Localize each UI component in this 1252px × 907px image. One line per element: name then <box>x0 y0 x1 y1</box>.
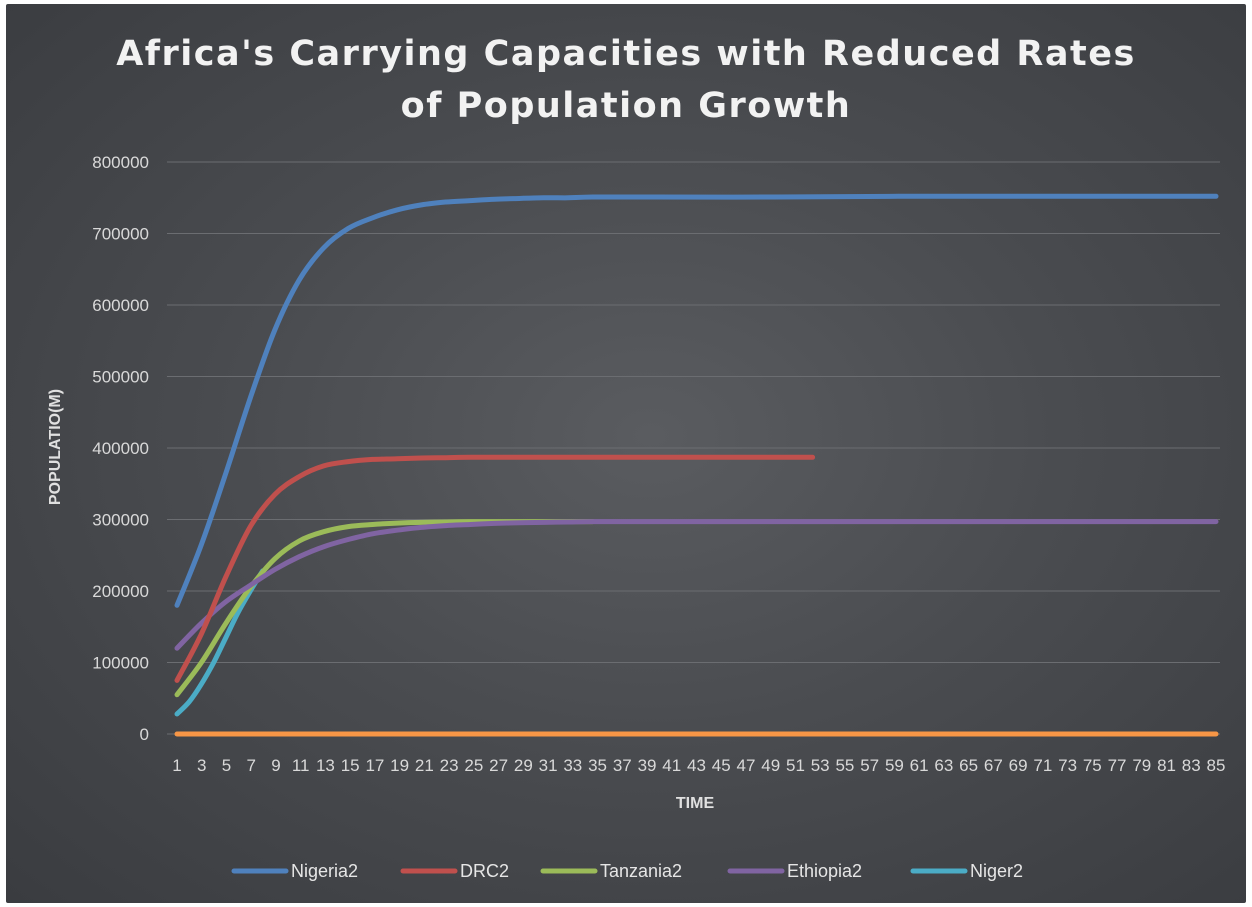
series-line-nigeria2 <box>174 193 1219 608</box>
y-tick-label: 600000 <box>92 296 149 315</box>
y-axis-title: POPULATIO(M) <box>47 389 64 505</box>
x-tick-label: 69 <box>1009 756 1028 775</box>
legend-label-ethiopia2: Ethiopia2 <box>787 861 862 881</box>
x-tick-label: 71 <box>1033 756 1052 775</box>
x-tick-label: 67 <box>984 756 1003 775</box>
legend-label-niger2: Niger2 <box>970 861 1023 881</box>
x-tick-label: 53 <box>811 756 830 775</box>
x-tick-label: 55 <box>835 756 854 775</box>
x-tick-label: 25 <box>464 756 483 775</box>
x-tick-label: 83 <box>1182 756 1201 775</box>
x-tick-label: 23 <box>440 756 459 775</box>
x-tick-label: 77 <box>1108 756 1127 775</box>
x-tick-label: 65 <box>959 756 978 775</box>
y-tick-label: 0 <box>140 725 149 744</box>
x-tick-label: 37 <box>613 756 632 775</box>
chart-background <box>6 4 1246 903</box>
y-tick-label: 200000 <box>92 582 149 601</box>
y-tick-label: 700000 <box>92 225 149 244</box>
x-tick-label: 61 <box>910 756 929 775</box>
x-tick-label: 13 <box>316 756 335 775</box>
legend-label-drc2: DRC2 <box>460 861 509 881</box>
x-tick-label: 1 <box>172 756 181 775</box>
x-tick-label: 85 <box>1207 756 1226 775</box>
x-tick-label: 29 <box>514 756 533 775</box>
chart-title: Africa's Carrying Capacities with Reduce… <box>116 34 1136 126</box>
x-tick-label: 57 <box>860 756 879 775</box>
x-tick-label: 31 <box>539 756 558 775</box>
x-axis-ticks: 1 3 5 7 9 11 13 15 17 19 21 23 25 27 29 31 33 35 37 39 41 43 4… <box>172 756 1225 775</box>
x-tick-label: 79 <box>1132 756 1151 775</box>
x-tick-label: 17 <box>365 756 384 775</box>
x-tick-label: 45 <box>712 756 731 775</box>
legend: Nigeria2 DRC2 Tanzania2 Ethiopia2 Niger2 <box>231 861 1023 881</box>
legend-label-nigeria2: Nigeria2 <box>291 861 358 881</box>
x-tick-label: 75 <box>1083 756 1102 775</box>
x-tick-label: 41 <box>662 756 681 775</box>
x-tick-label: 39 <box>638 756 657 775</box>
y-tick-label: 300000 <box>92 511 149 530</box>
y-tick-label: 400000 <box>92 439 149 458</box>
x-tick-label: 59 <box>885 756 904 775</box>
series-line-ethiopia2 <box>174 519 1219 651</box>
x-tick-label: 47 <box>737 756 756 775</box>
x-tick-label: 81 <box>1157 756 1176 775</box>
x-tick-label: 63 <box>934 756 953 775</box>
x-tick-label: 73 <box>1058 756 1077 775</box>
x-tick-label: 5 <box>222 756 231 775</box>
x-tick-label: 11 <box>292 756 310 775</box>
x-tick-label: 19 <box>390 756 409 775</box>
x-tick-label: 49 <box>761 756 780 775</box>
x-tick-label: 7 <box>246 756 255 775</box>
x-tick-label: 33 <box>563 756 582 775</box>
y-tick-label: 800000 <box>92 153 149 172</box>
legend-label-tanzania2: Tanzania2 <box>600 861 682 881</box>
x-tick-label: 3 <box>197 756 206 775</box>
x-tick-label: 15 <box>341 756 360 775</box>
x-axis-title: TIME <box>676 795 715 812</box>
x-tick-label: 27 <box>489 756 508 775</box>
x-tick-label: 51 <box>786 756 805 775</box>
x-tick-label: 43 <box>687 756 706 775</box>
x-tick-label: 9 <box>271 756 280 775</box>
x-tick-label: 21 <box>415 756 434 775</box>
series-lines <box>174 193 1219 737</box>
x-tick-label: 35 <box>588 756 607 775</box>
y-axis-ticks: 0 100000 200000 300000 400000 500000 600000 700… <box>92 153 149 744</box>
y-tick-label: 500000 <box>92 368 149 387</box>
y-tick-label: 100000 <box>92 654 149 673</box>
series-line-drc2 <box>174 454 816 683</box>
